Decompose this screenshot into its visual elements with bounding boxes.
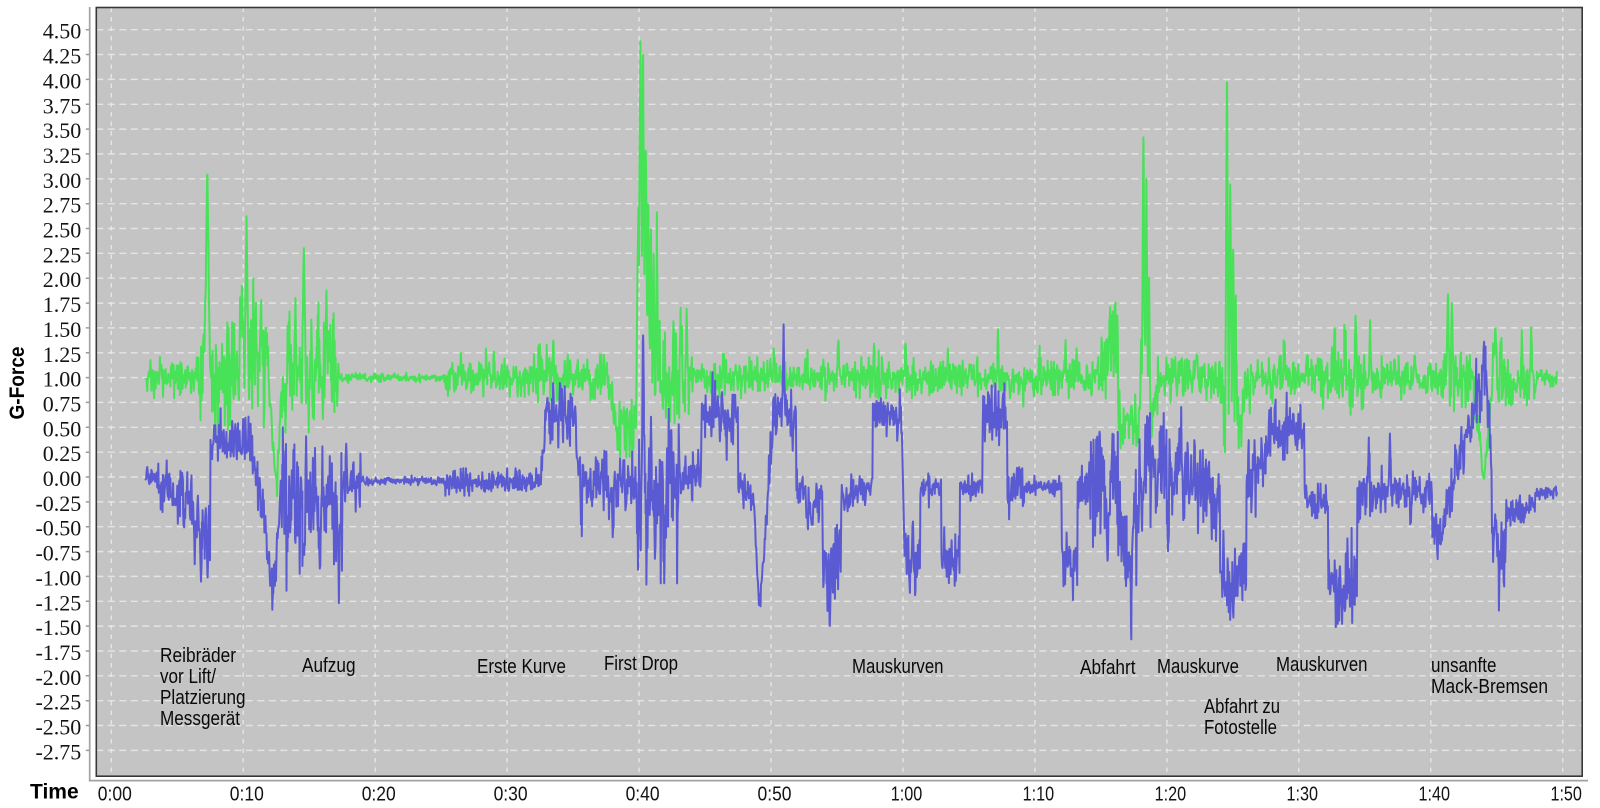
svg-text:0:50: 0:50 xyxy=(758,784,792,806)
svg-text:Abfahrt zu: Abfahrt zu xyxy=(1204,696,1280,718)
svg-text:-1.25: -1.25 xyxy=(35,590,81,615)
svg-text:0.75: 0.75 xyxy=(43,391,82,416)
svg-text:2.75: 2.75 xyxy=(43,193,82,218)
svg-text:vor Lift/: vor Lift/ xyxy=(160,666,216,688)
svg-text:unsanfte: unsanfte xyxy=(1431,655,1497,677)
svg-text:0.50: 0.50 xyxy=(43,416,82,441)
svg-text:G-Force: G-Force xyxy=(6,347,29,420)
svg-text:3.50: 3.50 xyxy=(43,118,82,143)
svg-text:4.50: 4.50 xyxy=(43,19,82,44)
svg-text:-1.50: -1.50 xyxy=(35,615,81,640)
svg-text:1:10: 1:10 xyxy=(1023,784,1055,806)
svg-text:0:20: 0:20 xyxy=(362,784,396,806)
svg-text:-2.25: -2.25 xyxy=(35,690,81,715)
svg-text:1:50: 1:50 xyxy=(1550,784,1582,806)
svg-text:First Drop: First Drop xyxy=(604,653,678,675)
svg-text:Erste Kurve: Erste Kurve xyxy=(477,656,566,678)
svg-text:-0.75: -0.75 xyxy=(35,541,81,566)
svg-text:0.00: 0.00 xyxy=(43,466,82,491)
svg-text:-0.50: -0.50 xyxy=(35,516,81,541)
svg-text:Platzierung: Platzierung xyxy=(160,687,246,709)
svg-text:Fotostelle: Fotostelle xyxy=(1204,717,1277,739)
svg-text:3.00: 3.00 xyxy=(43,168,82,193)
svg-text:1:00: 1:00 xyxy=(891,784,923,806)
svg-text:4.25: 4.25 xyxy=(43,44,82,69)
svg-text:2.50: 2.50 xyxy=(43,218,82,243)
svg-text:Mack-Bremsen: Mack-Bremsen xyxy=(1431,676,1548,698)
svg-text:-2.75: -2.75 xyxy=(35,739,81,764)
svg-text:2.25: 2.25 xyxy=(43,242,82,267)
svg-text:0:10: 0:10 xyxy=(230,784,264,806)
svg-text:0:30: 0:30 xyxy=(494,784,528,806)
svg-text:Abfahrt: Abfahrt xyxy=(1080,657,1136,679)
svg-text:-2.00: -2.00 xyxy=(35,665,81,690)
svg-text:-2.50: -2.50 xyxy=(35,715,81,740)
svg-text:0.25: 0.25 xyxy=(43,441,82,466)
svg-text:0:00: 0:00 xyxy=(98,784,132,806)
svg-text:Mauskurven: Mauskurven xyxy=(852,656,944,678)
svg-text:Time: Time xyxy=(30,781,79,804)
svg-text:3.25: 3.25 xyxy=(43,143,82,168)
svg-text:0:40: 0:40 xyxy=(626,784,660,806)
svg-text:Messgerät: Messgerät xyxy=(160,708,240,730)
svg-text:Mauskurven: Mauskurven xyxy=(1276,654,1368,676)
svg-text:1.00: 1.00 xyxy=(43,367,82,392)
svg-text:Aufzug: Aufzug xyxy=(302,655,356,677)
svg-text:Reibräder: Reibräder xyxy=(160,645,236,667)
svg-text:1.50: 1.50 xyxy=(43,317,82,342)
svg-text:2.00: 2.00 xyxy=(43,267,82,292)
svg-text:1:20: 1:20 xyxy=(1155,784,1187,806)
svg-text:Mauskurve: Mauskurve xyxy=(1157,656,1239,678)
svg-text:1.25: 1.25 xyxy=(43,342,82,367)
svg-text:-1.00: -1.00 xyxy=(35,565,81,590)
svg-text:4.00: 4.00 xyxy=(43,68,82,93)
svg-text:1:40: 1:40 xyxy=(1419,784,1451,806)
svg-text:-0.25: -0.25 xyxy=(35,491,81,516)
svg-text:1.75: 1.75 xyxy=(43,292,82,317)
svg-text:-1.75: -1.75 xyxy=(35,640,81,665)
svg-text:3.75: 3.75 xyxy=(43,93,82,118)
svg-text:1:30: 1:30 xyxy=(1287,784,1319,806)
